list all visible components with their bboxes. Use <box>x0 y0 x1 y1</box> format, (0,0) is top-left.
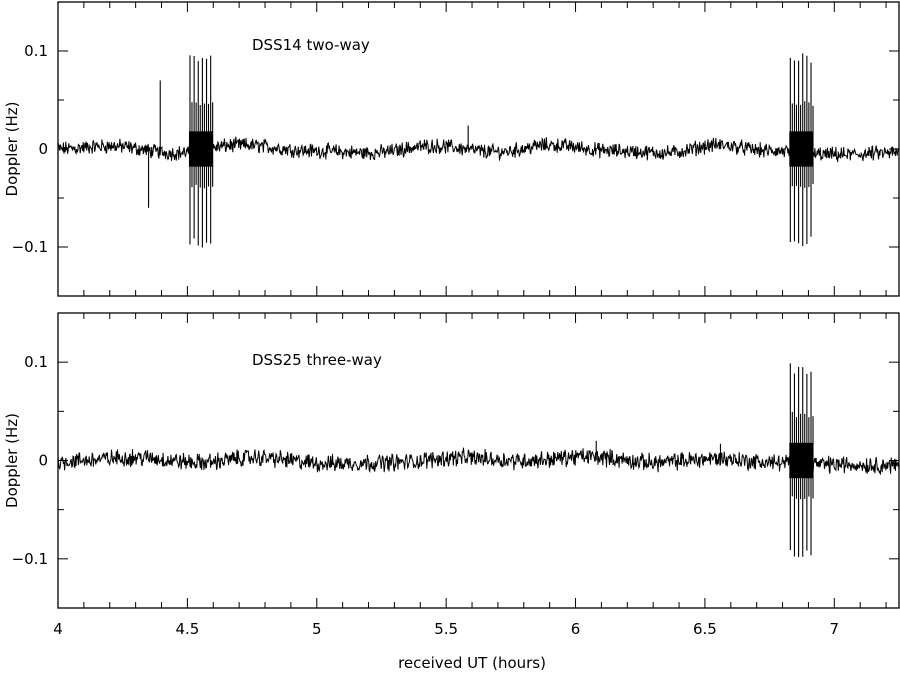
x-tick-label: 5.5 <box>434 620 458 638</box>
panel-title-top: DSS14 two-way <box>252 36 370 54</box>
y-tick-label: 0.1 <box>24 42 48 60</box>
y-tick-label: −0.1 <box>12 238 48 256</box>
trace-top <box>57 53 900 248</box>
x-axis-label: received UT (hours) <box>398 654 546 672</box>
y-axis-label-bottom: Doppler (Hz) <box>3 413 21 508</box>
tick-labels-top: −0.1 0 0.1 <box>12 42 48 256</box>
doppler-series-line <box>57 136 900 163</box>
panel-title-bottom: DSS25 three-way <box>252 351 382 369</box>
panel-dss14-two-way: −0.1 0 0.1 DSS14 two-way Doppler (Hz) <box>3 1 900 297</box>
x-tick-label: 5 <box>312 620 322 638</box>
doppler-series-line <box>57 447 900 475</box>
y-tick-label: 0 <box>38 140 48 158</box>
burst-cluster <box>789 363 814 558</box>
panel-dss25-three-way: −0.1 0 0.1 DSS25 three-way Doppler (Hz) <box>3 312 900 609</box>
trace-bottom <box>57 363 900 558</box>
burst-cluster <box>188 55 214 248</box>
x-tick-label: 4.5 <box>175 620 199 638</box>
y-tick-label: −0.1 <box>12 550 48 568</box>
x-tick-label: 6.5 <box>693 620 717 638</box>
y-axis-label-top: Doppler (Hz) <box>3 102 21 197</box>
y-tick-label: 0.1 <box>24 353 48 371</box>
x-tick-labels: 4 4.5 5 5.5 6 6.5 7 <box>53 620 839 638</box>
y-tick-label: 0 <box>38 452 48 470</box>
ticks-top <box>57 1 899 297</box>
burst-core <box>789 131 814 167</box>
x-tick-label: 7 <box>830 620 840 638</box>
ticks-bottom <box>57 312 899 609</box>
burst-core <box>789 442 814 479</box>
burst-cluster <box>789 53 814 247</box>
x-tick-label: 6 <box>571 620 581 638</box>
burst-core <box>188 131 213 167</box>
tick-labels-bottom: −0.1 0 0.1 <box>12 353 48 568</box>
x-tick-label: 4 <box>53 620 63 638</box>
